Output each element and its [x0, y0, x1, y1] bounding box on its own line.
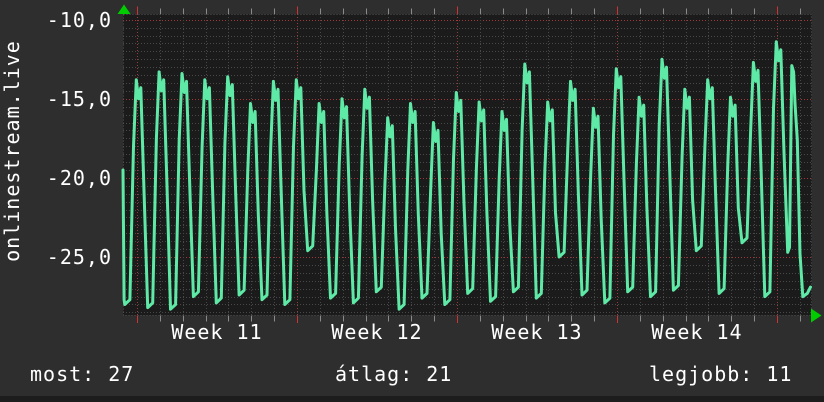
x-tick-label: Week 14 [651, 320, 743, 344]
x-tick-label: Week 13 [491, 320, 583, 344]
y-tick-label: -10,0 [46, 7, 112, 32]
x-tick-label: Week 11 [171, 320, 263, 344]
data-line [121, 40, 812, 311]
stat-legjobb-label: legjobb: [649, 362, 754, 386]
stat-atlag: átlag: 21 [335, 361, 452, 387]
y-axis-arrow-icon [117, 4, 131, 14]
y-tick-label: -25,0 [46, 245, 112, 269]
stat-legjobb: legjobb: 11 [649, 361, 792, 387]
stat-most: most: 27 [30, 361, 134, 387]
stat-legjobb-value: 11 [766, 362, 793, 386]
graph-vertical-title: onlinestream.live [0, 40, 24, 262]
y-tick-label: -15,0 [46, 86, 112, 111]
x-tick-label: Week 12 [331, 320, 423, 344]
stat-atlag-label: átlag: [335, 362, 414, 386]
stat-most-label: most: [30, 362, 96, 386]
stat-most-value: 27 [108, 362, 135, 386]
y-tick-label: -20,0 [46, 165, 112, 190]
x-axis-arrow-icon [811, 308, 822, 323]
bottom-strip [0, 396, 824, 402]
stat-atlag-value: 21 [426, 362, 453, 386]
